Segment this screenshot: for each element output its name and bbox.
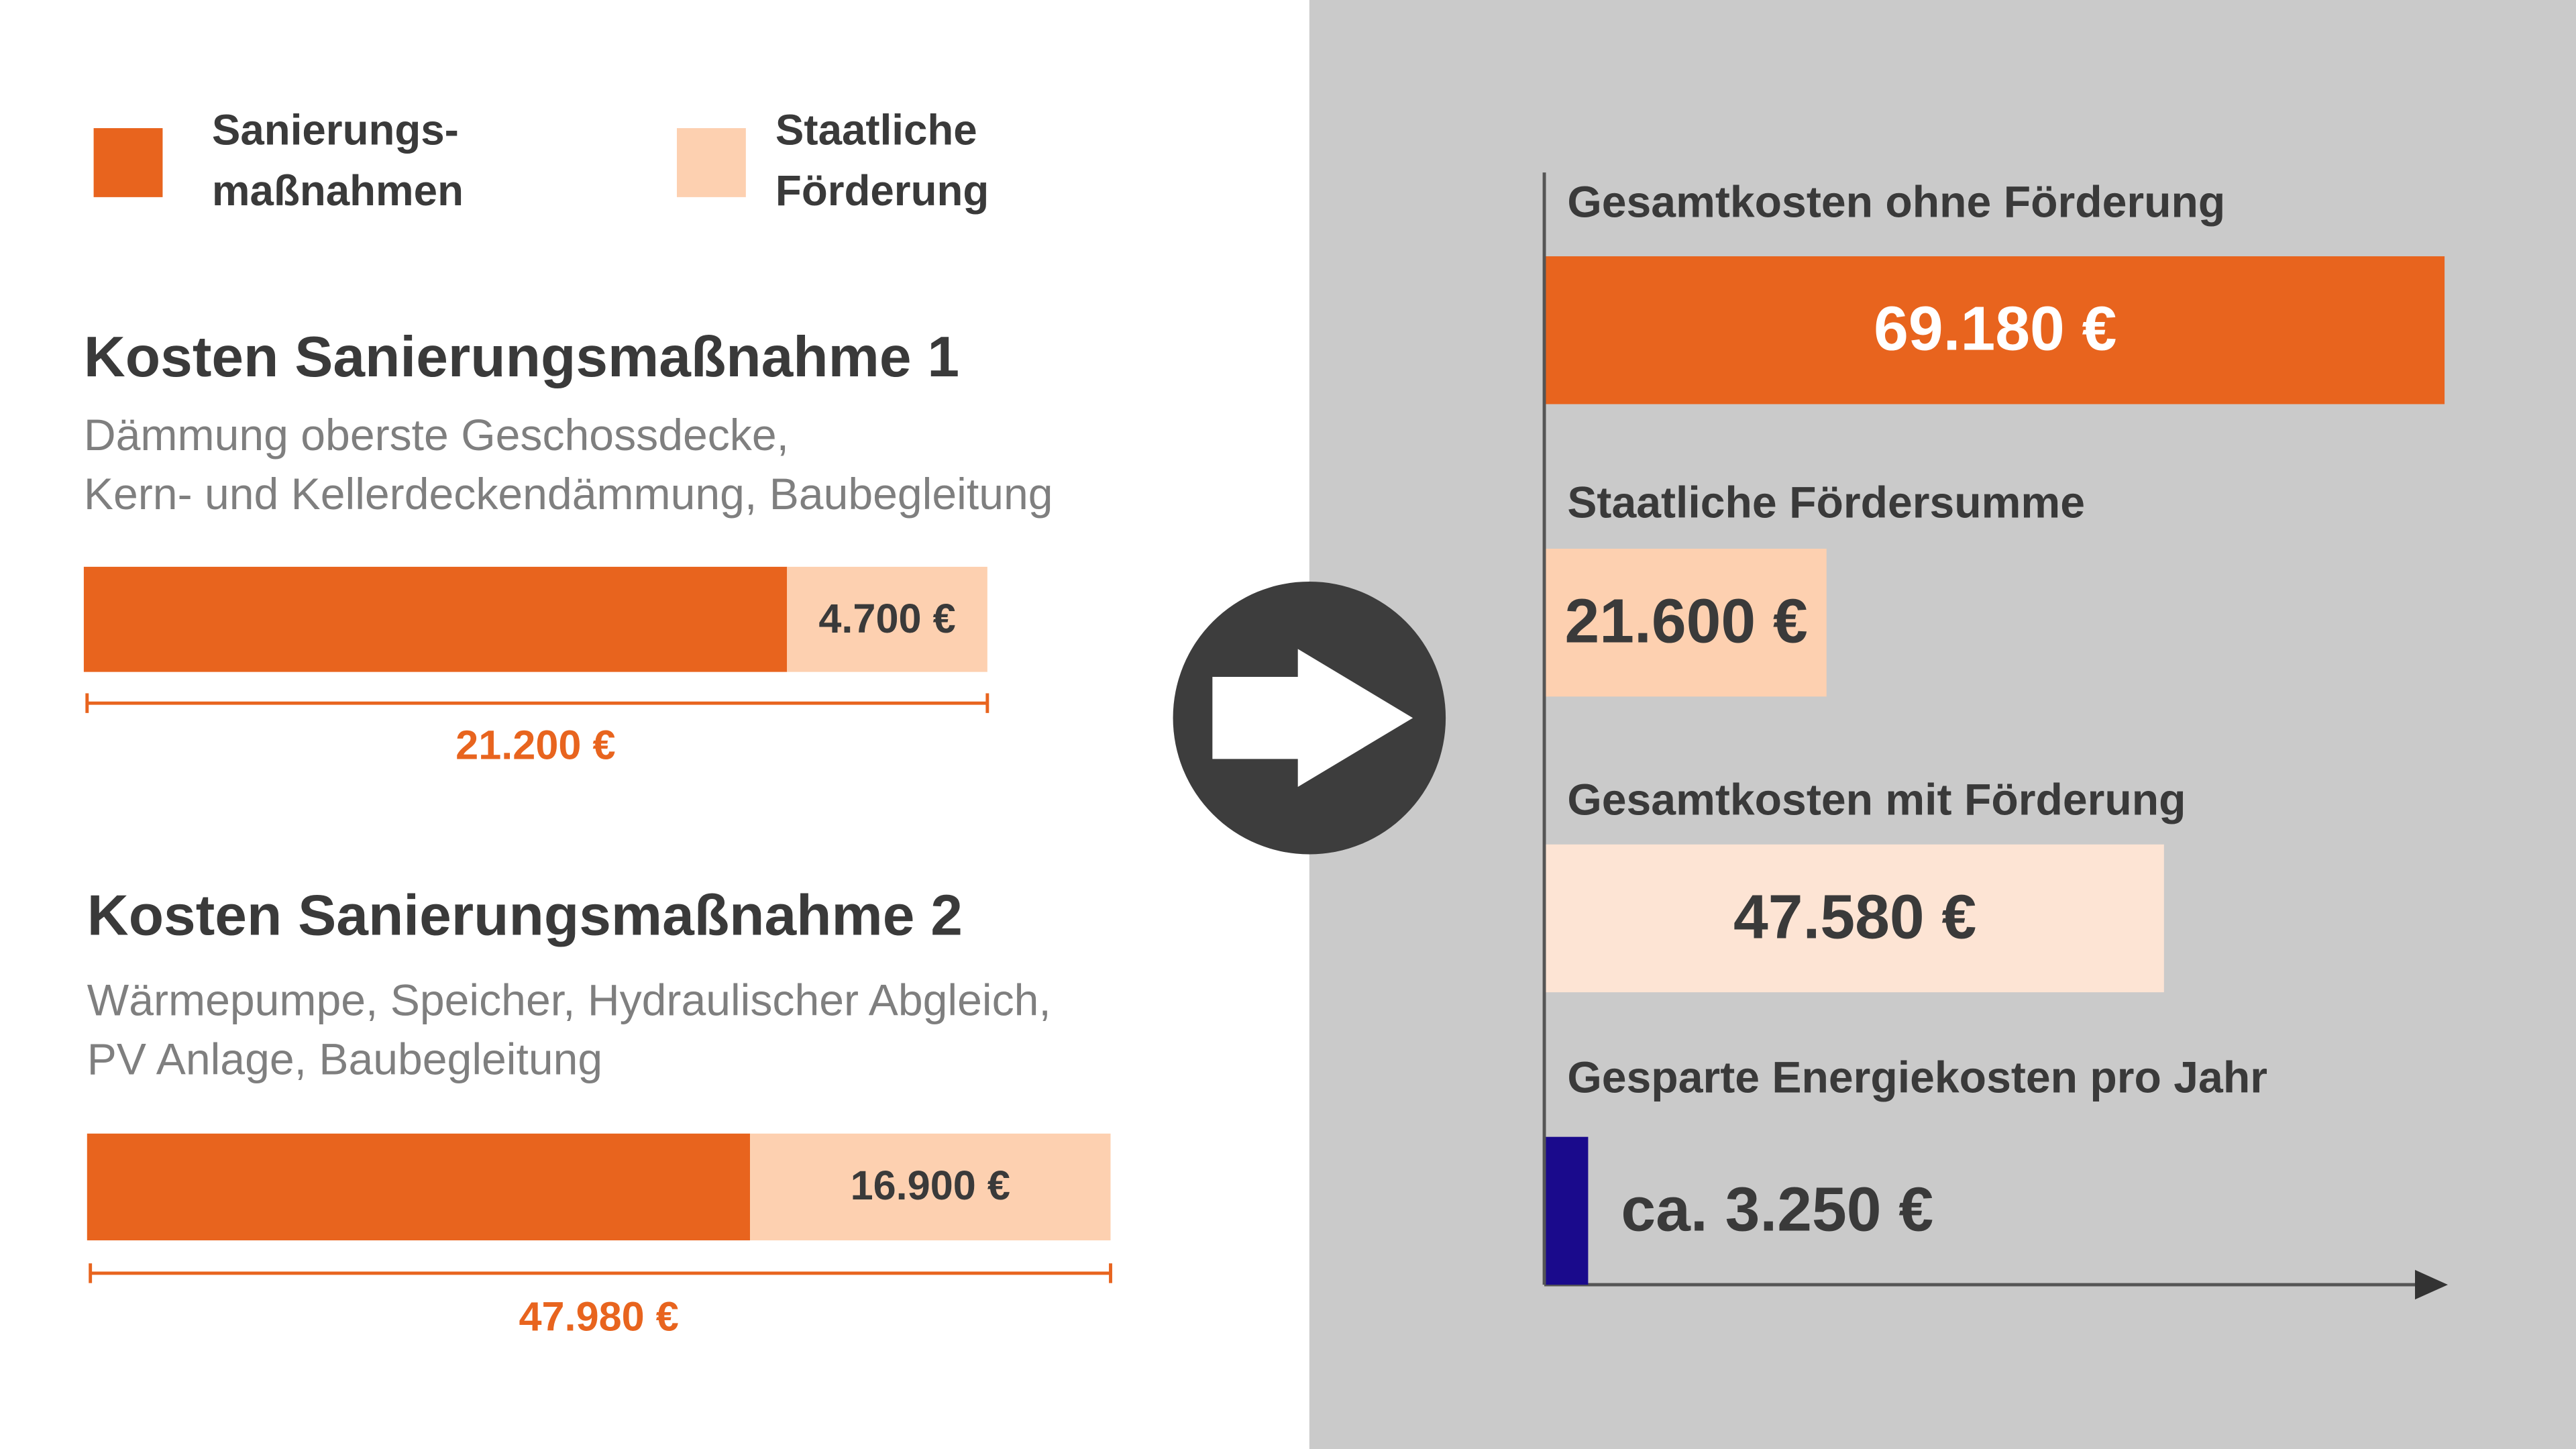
bar-segment [83,566,788,672]
value-label: 69.180 € [1874,295,2117,365]
legend-label: Sanierungs- maßnahmen [211,105,464,215]
total-label: 47.980 € [519,1294,679,1341]
bar [1546,844,2164,993]
right-panel [1309,0,2576,1449]
segment-label: 16.900 € [850,1163,1010,1210]
axis-arrow [2415,1270,2448,1300]
category-label: Gesamtkosten mit Förderung [1567,775,2186,825]
bar-segment [787,566,987,672]
segment-label: 4.700 € [818,596,956,643]
bar [1546,1136,1589,1285]
value-label: ca. 3.250 € [1621,1176,1934,1246]
legend-swatch [676,128,746,197]
bar [1546,548,1827,697]
legend-label: Staatliche Förderung [775,105,989,215]
arrow-icon [1212,649,1413,788]
value-label: 47.580 € [1733,883,1977,953]
category-label: Gesparte Energiekosten pro Jahr [1567,1053,2267,1103]
legend-swatch [93,128,163,197]
total-label: 21.200 € [455,722,616,769]
bar-segment [87,1133,751,1240]
chart-title: Kosten Sanierungsmaßnahme 2 [87,883,963,949]
value-label: 21.600 € [1564,588,1808,657]
category-label: Staatliche Fördersumme [1567,478,2086,528]
chart-subtitle: Wärmepumpe, Speicher, Hydraulischer Abgl… [87,975,1051,1085]
bar [1546,256,2445,405]
chart-subtitle: Dämmung oberste Geschossdecke, Kern- und… [83,411,1053,519]
category-label: Gesamtkosten ohne Förderung [1567,177,2226,227]
bar-segment [750,1133,1111,1240]
chart-title: Kosten Sanierungsmaßnahme 1 [83,325,960,390]
